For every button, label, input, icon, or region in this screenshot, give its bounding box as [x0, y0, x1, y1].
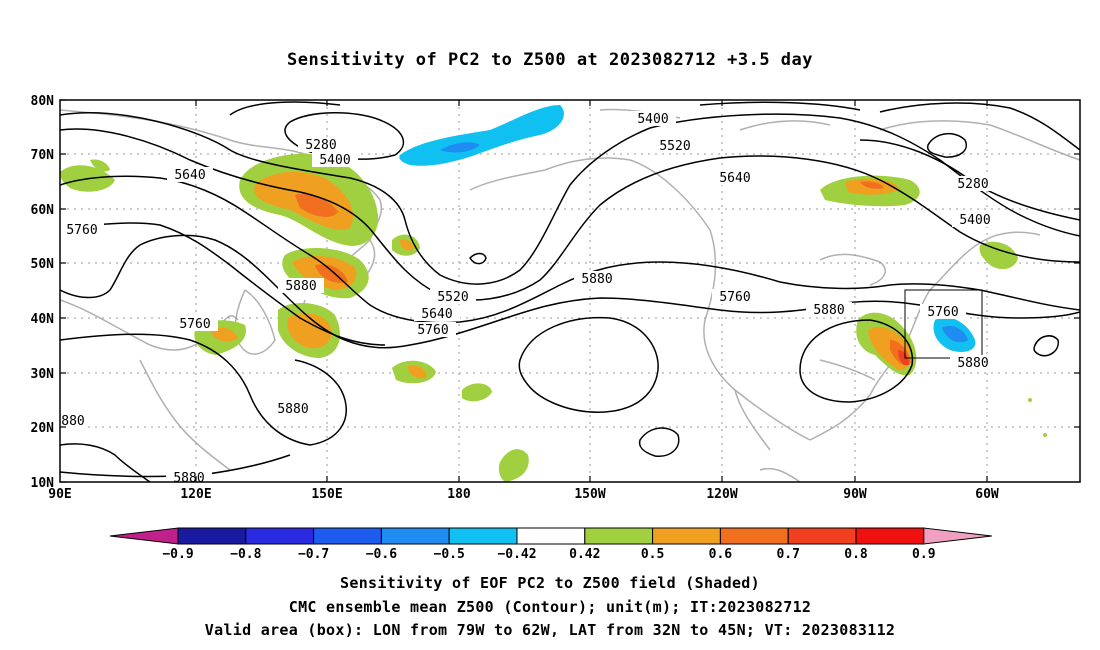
valid-area-box: [904, 289, 983, 359]
colorbar-low-arrow: [109, 527, 179, 545]
colorbar-swatch: [448, 527, 518, 545]
colorbar-label: 0.8: [844, 547, 868, 562]
lat-label: 40N: [31, 312, 55, 327]
contour-label: 5400: [959, 213, 990, 228]
lon-label: 90W: [843, 487, 867, 502]
map-border: [59, 99, 1081, 483]
colorbar-swatch: [245, 527, 315, 545]
colorbar-label: 0.42: [569, 547, 600, 562]
contour-label: 5640: [719, 171, 750, 186]
lat-label: 20N: [31, 421, 55, 436]
contour-label: 5520: [437, 290, 468, 305]
lon-label: 60W: [975, 487, 999, 502]
contour-label: 5760: [417, 323, 448, 338]
contour-label: 5640: [174, 168, 205, 183]
contour-label: 5760: [66, 223, 97, 238]
contour-label: 5880: [285, 279, 316, 294]
lon-label: 150W: [574, 487, 605, 502]
contour-label: 5880: [581, 272, 612, 287]
colorbar: −0.9 −0.8 −0.7 −0.6 −0.5 −0.42 0.42 0.5 0.6 0.7 0.…: [109, 527, 992, 562]
lat-label: 70N: [31, 148, 55, 163]
map-area: [60, 100, 1080, 482]
contour-label: 5640: [421, 307, 452, 322]
lon-label: 90E: [48, 487, 71, 502]
colorbar-label: −0.5: [434, 547, 465, 562]
lat-label: 50N: [31, 257, 55, 272]
lon-label: 120W: [706, 487, 737, 502]
colorbar-label: −0.42: [497, 547, 536, 562]
z500-contours: [60, 101, 1080, 482]
footer-line-1: Sensitivity of EOF PC2 to Z500 field (Sh…: [340, 574, 760, 592]
contour-label: 5760: [179, 317, 210, 332]
colorbar-label: 0.9: [912, 547, 935, 562]
lat-label: 60N: [31, 203, 55, 218]
contour-label: 5520: [659, 139, 690, 154]
colorbar-swatch: [787, 527, 857, 545]
colorbar-label: 0.7: [776, 547, 799, 562]
latitude-labels: 80N 70N 60N 50N 40N 30N 20N 10N: [31, 94, 55, 491]
lon-label: 180: [447, 487, 471, 502]
footer-line-3: Valid area (box): LON from 79W to 62W, L…: [204, 621, 896, 639]
colorbar-swatch: [584, 527, 654, 545]
contour-label: 5880: [173, 471, 204, 486]
lat-label: 80N: [31, 94, 55, 109]
colorbar-swatch: [855, 527, 925, 545]
lon-label: 120E: [180, 487, 211, 502]
contour-label: 5280: [957, 177, 988, 192]
colorbar-label: −0.8: [230, 547, 261, 562]
contour-label: 5880: [277, 402, 308, 417]
lat-label: 30N: [31, 367, 55, 382]
colorbar-swatch: [177, 527, 247, 545]
colorbar-high-arrow: [923, 527, 992, 545]
contour-label: 5400: [637, 112, 668, 127]
contour-label: 5880: [957, 356, 988, 371]
colorbar-swatch: [516, 527, 586, 545]
colorbar-label: −0.6: [366, 547, 397, 562]
contour-label: 880: [61, 414, 84, 429]
colorbar-swatch: [719, 527, 789, 545]
map-title: Sensitivity of PC2 to Z500 at 2023082712…: [286, 50, 813, 70]
colorbar-label: −0.7: [298, 547, 329, 562]
contour-label: 5760: [927, 305, 958, 320]
colorbar-swatch: [380, 527, 450, 545]
colorbar-swatch: [313, 527, 382, 545]
colorbar-label: 0.5: [641, 547, 664, 562]
contour-label: 5880: [813, 303, 844, 318]
colorbar-swatch: [652, 527, 721, 545]
longitude-labels: 90E 120E 150E 180 150W 120W 90W 60W: [48, 487, 999, 502]
contour-label: 5280: [305, 138, 336, 153]
lat-label: 10N: [31, 476, 55, 491]
negative-sensitivity-region: [399, 105, 564, 166]
sensitivity-shading: [60, 105, 1047, 482]
colorbar-label: 0.6: [709, 547, 733, 562]
contour-labels: 5280 5400 5640 5760 5880 5760 5400 5520 …: [60, 111, 998, 486]
footer-line-2: CMC ensemble mean Z500 (Contour); unit(m…: [288, 598, 812, 616]
axis-ticks: [60, 99, 1080, 483]
contour-label: 5760: [719, 290, 750, 305]
lon-label: 150E: [311, 487, 342, 502]
contour-label: 5400: [319, 153, 350, 168]
colorbar-label: −0.9: [162, 547, 193, 562]
